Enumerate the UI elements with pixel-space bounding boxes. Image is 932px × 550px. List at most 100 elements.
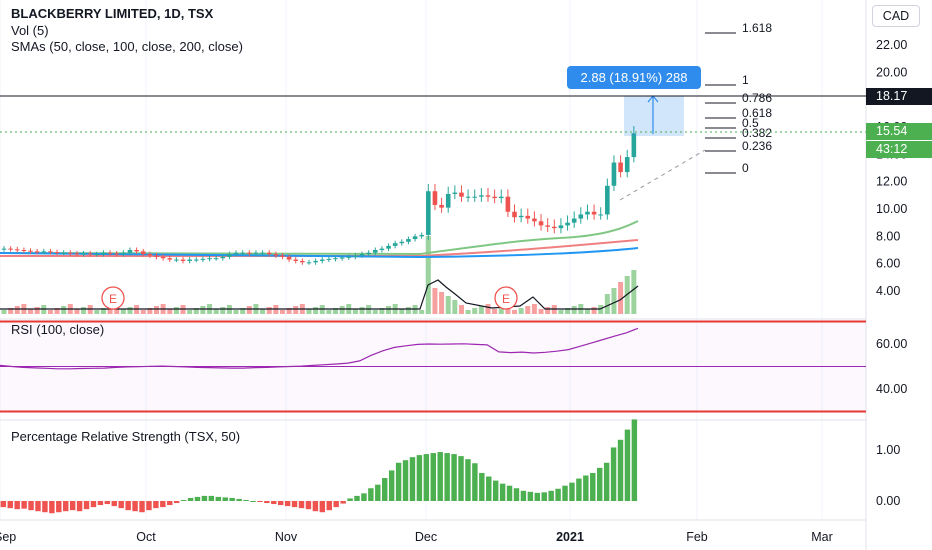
price-range-label[interactable]: 2.88 (18.91%) 288: [567, 66, 701, 89]
candle-body: [538, 221, 544, 226]
candle-body: [339, 257, 345, 259]
prs-bar: [479, 472, 485, 501]
candle-body: [585, 211, 590, 215]
prs-bar: [472, 463, 478, 501]
candle-body: [532, 218, 537, 222]
volume-bar: [107, 306, 113, 314]
volume-bar: [187, 310, 193, 314]
prs-bar: [271, 501, 277, 505]
prs-bar: [63, 501, 69, 512]
prs-bar: [347, 498, 353, 501]
prs-bar: [250, 501, 256, 502]
prs-bar: [236, 498, 242, 501]
candle-body: [598, 214, 603, 216]
price-tick-label: 22.00: [876, 38, 907, 52]
volume-bar: [478, 306, 484, 314]
prs-bar: [527, 491, 534, 501]
prs-bar: [111, 501, 117, 507]
candle-body: [140, 251, 146, 255]
price-axis[interactable]: 22.0020.0018.0016.0014.0012.0010.008.006…: [876, 38, 907, 508]
prs-bar: [69, 501, 76, 511]
volume-bar: [200, 306, 206, 314]
volume-bar: [432, 288, 438, 314]
candle-body: [452, 192, 458, 194]
candle-body: [48, 251, 53, 253]
volume-bar: [260, 309, 266, 314]
time-axis[interactable]: Sep Oct Nov Dec 2021 Feb Mar: [0, 530, 833, 544]
sma200-line: [0, 247, 639, 259]
candle-body: [28, 250, 33, 252]
volume-bar: [173, 307, 179, 314]
prs-bar: [215, 496, 222, 501]
prs-bar: [534, 492, 541, 501]
prs-bar: [562, 485, 568, 501]
volume-bar: [333, 308, 338, 314]
fib-level-label: 0.5: [742, 116, 759, 130]
volume-bar: [74, 309, 80, 314]
candle-body: [200, 258, 206, 260]
candle-body: [300, 260, 305, 263]
volume-bar: [286, 308, 292, 314]
prs-bar: [499, 483, 506, 501]
volume-bar: [565, 308, 571, 314]
currency-button[interactable]: CAD: [872, 5, 920, 27]
prs-pane: [0, 419, 638, 514]
volume-bar: [233, 310, 239, 314]
volume-bar: [14, 306, 20, 314]
rsi-tick-label: 60.00: [876, 337, 907, 351]
fib-level-label: 1.618: [742, 21, 772, 35]
candle-body: [525, 215, 531, 219]
price-tick-label: 10.00: [876, 202, 907, 216]
volume-bar: [127, 307, 133, 314]
prs-bar: [361, 493, 367, 501]
time-tick-label: Dec: [415, 530, 437, 544]
candle-body: [74, 253, 80, 255]
sma100-line: [0, 239, 639, 257]
volume-bar: [545, 307, 551, 314]
prs-bar: [153, 501, 159, 509]
candle-body: [247, 252, 252, 254]
prs-bar: [437, 452, 443, 501]
price-range-box[interactable]: [624, 95, 684, 136]
price-tick-label: 6.00: [876, 257, 900, 271]
countdown-badge: 43:12: [866, 141, 932, 158]
candle-body: [432, 191, 438, 205]
prs-bar: [305, 501, 312, 510]
candle-body: [545, 225, 550, 227]
volume-bar: [419, 310, 425, 314]
candle-body: [107, 252, 113, 254]
prs-bar: [375, 484, 381, 501]
prs-bar: [610, 447, 617, 501]
prs-bar: [139, 501, 145, 513]
volume-bar: [153, 306, 159, 314]
earnings-label: E: [109, 292, 117, 306]
candlesticks[interactable]: [1, 126, 637, 265]
candle-body: [505, 196, 511, 212]
candle-body: [419, 234, 424, 237]
fib-trend-line: [619, 149, 706, 201]
fib-level-label: 0: [742, 161, 749, 175]
candle-body: [445, 193, 451, 208]
prs-bar: [42, 501, 48, 513]
volume-bar: [193, 308, 199, 314]
prs-bar: [548, 490, 554, 501]
candle-body: [406, 239, 411, 242]
candle-body: [618, 162, 623, 173]
sma-lines: [0, 220, 639, 259]
candle-body: [87, 253, 93, 255]
candle-body: [34, 251, 40, 253]
candle-body: [121, 252, 126, 255]
prs-bar: [146, 501, 152, 511]
candle-body: [227, 254, 232, 257]
candle-body: [8, 248, 13, 250]
volume-bar: [618, 282, 624, 314]
candle-body: [127, 250, 133, 253]
candle-body: [439, 204, 444, 208]
prs-bar: [264, 501, 270, 504]
earnings-circle: [101, 286, 125, 310]
rsi-legend: RSI (100, close): [11, 322, 105, 337]
candle-body: [624, 157, 630, 173]
